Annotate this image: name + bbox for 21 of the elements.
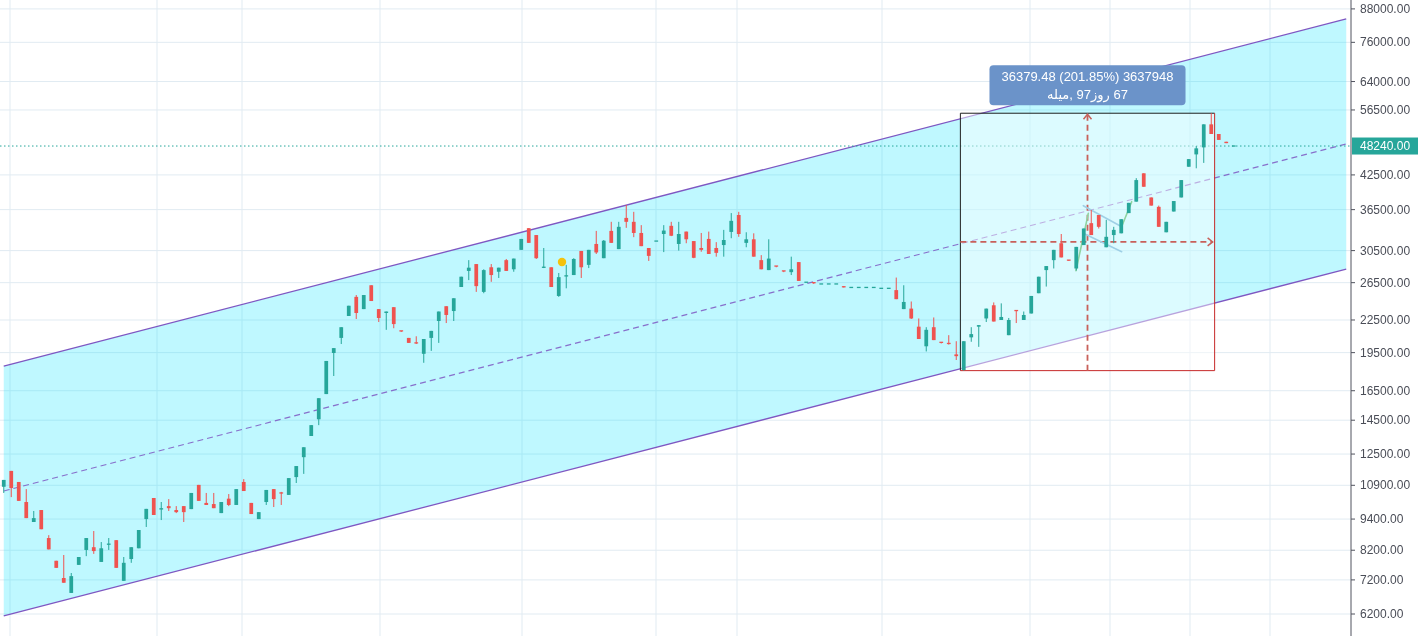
y-tick-label: 19500.00 — [1360, 345, 1411, 360]
annotation: 36379.48 (201.85%) 3637948 — [1001, 68, 1174, 84]
y-tick-label: 88000.00 — [1360, 1, 1411, 16]
y-tick-label: 36500.00 — [1360, 202, 1411, 217]
y-tick-label: 8200.00 — [1360, 543, 1404, 558]
y-tick-label: 6200.00 — [1360, 607, 1404, 621]
y-tick-label: 56500.00 — [1360, 102, 1411, 117]
y-tick-label: 10900.00 — [1360, 478, 1411, 493]
y-tick-label: 16500.00 — [1360, 383, 1411, 398]
y-tick-label: 7200.00 — [1360, 572, 1404, 587]
y-tick-label: 42500.00 — [1360, 167, 1411, 182]
ref-line-label: 48240.00 — [1360, 139, 1411, 154]
y-tick-label: 14500.00 — [1360, 413, 1411, 428]
y-tick-label: 26500.00 — [1360, 275, 1411, 290]
y-tick-label: 9400.00 — [1360, 512, 1404, 527]
y-tick-label: 22500.00 — [1360, 312, 1411, 327]
y-tick-label: 64000.00 — [1360, 74, 1411, 89]
y-tick-label: 12500.00 — [1360, 447, 1411, 462]
y-tick-label: 76000.00 — [1360, 35, 1411, 50]
annotation: 67 روز97 ,میله — [1047, 86, 1128, 103]
y-tick-label: 30500.00 — [1360, 243, 1411, 258]
